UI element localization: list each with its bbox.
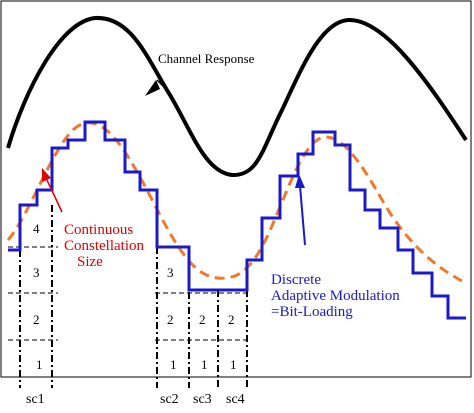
continuous-arrowhead [42,168,51,182]
continuous-label: Continuous Constellation Size [64,222,154,270]
sc3-level-2: 2 [199,312,206,327]
discrete-label-line-2: Adaptive Modulation [271,288,400,304]
sc4-label: sc4 [226,392,245,407]
sc1-level-3: 3 [33,265,40,280]
sc1-level-4: 4 [33,221,40,236]
diagram-frame [0,0,472,378]
discrete-pointer [299,185,306,246]
channel-response-arrowhead [145,80,160,96]
sc2-level-3: 3 [167,265,174,280]
sc1-label: sc1 [26,392,45,407]
sc2-level-2: 2 [167,312,174,327]
sc3-level-1: 1 [201,357,208,372]
sc2-level-1: 1 [170,357,177,372]
discrete-arrowhead [295,174,305,188]
continuous-label-line-2: Constellation [64,238,144,254]
continuous-pointer [45,177,63,213]
sc2-label: sc2 [160,392,179,407]
sc4-level-2: 2 [228,312,235,327]
sc4-level-1: 1 [230,357,237,372]
discrete-label-line-1: Discrete [271,272,321,288]
discrete-label-line-3: =Bit-Loading [271,304,353,320]
discrete-steps-line [8,120,466,320]
channel-response-curve [6,15,468,178]
discrete-label: Discrete Adaptive Modulation =Bit-Loadin… [271,272,411,320]
channel-response-pointer [156,79,171,94]
sc1-level-2: 2 [33,312,40,327]
continuous-label-line-1: Continuous [64,222,134,238]
channel-response-label: Channel Response [158,51,255,66]
sc3-label: sc3 [193,392,212,407]
continuous-label-line-3: Size [77,254,103,270]
continuous-constellation-curve [6,121,467,285]
sc1-level-1: 1 [36,357,43,372]
